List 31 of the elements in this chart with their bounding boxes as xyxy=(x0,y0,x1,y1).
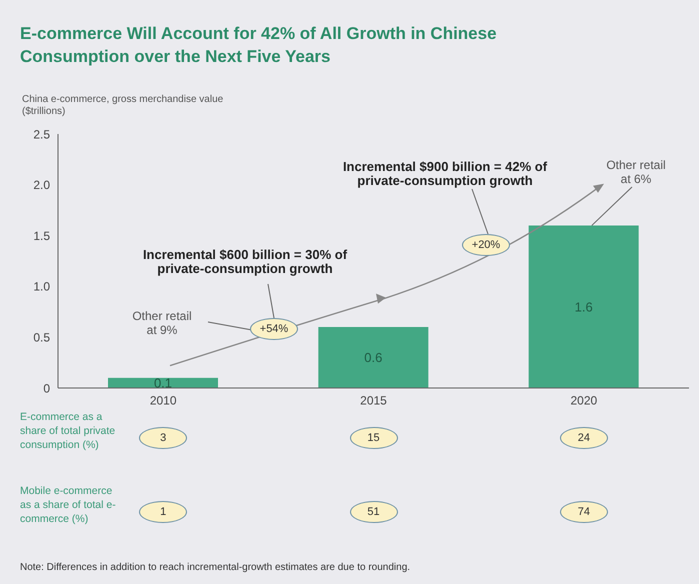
annotation: Incremental $900 billion = 42% of private-consumption growth xyxy=(342,159,548,188)
annotation: Incremental $600 billion = 30% of private-consumption growth xyxy=(142,247,348,276)
y-tick-label: 2.0 xyxy=(33,178,50,192)
y-axis-title: China e-commerce, gross merchandise value ($trillions) xyxy=(22,94,224,118)
x-tick-label: 2015 xyxy=(360,394,388,408)
chart-title: E-commerce Will Account for 42% of All Growth in Chinese Consumption over the Next Five Years xyxy=(20,23,498,68)
y-tick-label: 1.5 xyxy=(33,228,50,243)
text: 1 xyxy=(139,501,188,523)
text: 24 xyxy=(560,427,608,449)
text: 51 xyxy=(350,501,398,523)
data-label: 1.6 xyxy=(574,299,593,314)
y-tick-label: 1.0 xyxy=(33,280,50,294)
annotation: Other retail at 9% xyxy=(131,309,193,337)
text: 15 xyxy=(350,427,398,449)
bar xyxy=(318,327,428,388)
y-tick-label: 2.5 xyxy=(33,127,50,142)
annotation: Other retail at 6% xyxy=(605,158,667,186)
text: 74 xyxy=(560,501,608,523)
y-tick-label: 0 xyxy=(43,381,50,396)
text: Mobile e-commerce as a share of total e-commerce (%) xyxy=(20,484,117,526)
x-tick-label: 2020 xyxy=(570,394,598,408)
text: E-commerce as a share of total private consumption (%) xyxy=(20,410,116,452)
bar xyxy=(528,225,639,388)
annotation: +20% xyxy=(462,234,510,256)
data-label: 0.6 xyxy=(364,350,382,366)
text: 3 xyxy=(139,427,188,449)
text: Note: Differences in addition to reach incremental-growth estimates are due to rounding. xyxy=(20,562,412,573)
x-tick-label: 2010 xyxy=(150,394,177,408)
y-tick-label: 0.5 xyxy=(33,330,50,344)
annotation: +54% xyxy=(250,318,298,340)
data-label: 0.1 xyxy=(154,376,172,391)
